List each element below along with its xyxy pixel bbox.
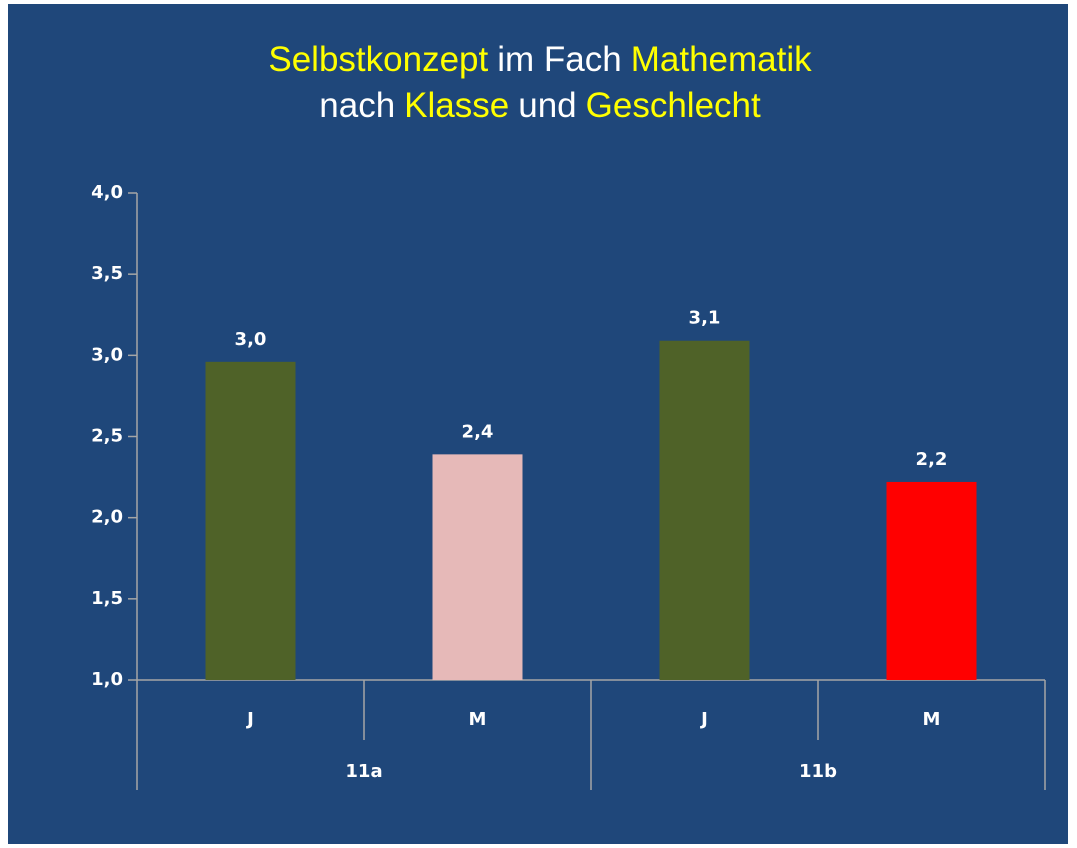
title-part: nach [319,86,395,125]
y-tick-label: 1,5 [91,588,123,609]
y-tick-label: 2,0 [91,507,123,528]
title-part: Klasse [404,86,509,125]
title-part: Selbstkonzept [268,40,488,79]
y-tick-label: 4,0 [91,182,123,203]
chart-title: nach Klasse und Geschlecht [319,86,761,125]
title-part: Geschlecht [586,86,761,125]
bar [432,454,523,680]
data-label: 3,1 [689,308,721,329]
bar [886,481,977,680]
title-part: und [518,86,576,125]
group-label: 11b [799,761,837,782]
x-tick-label: M [923,709,941,730]
title-part: im Fach [497,40,621,79]
y-tick-label: 2,5 [91,426,123,447]
y-tick-label: 3,5 [91,263,123,284]
bar [659,340,750,680]
data-label: 3,0 [235,329,267,350]
x-tick-label: J [245,709,254,730]
y-tick-label: 3,0 [91,344,123,365]
group-label: 11a [345,761,382,782]
bar [205,361,296,680]
x-tick-label: J [699,709,708,730]
data-label: 2,2 [916,449,948,470]
y-tick-label: 1,0 [91,669,123,690]
title-part: Mathematik [631,40,812,79]
data-label: 2,4 [462,421,494,442]
chart-title: Selbstkonzept im Fach Mathematik [268,40,812,79]
background [8,4,1068,844]
x-tick-label: M [469,709,487,730]
